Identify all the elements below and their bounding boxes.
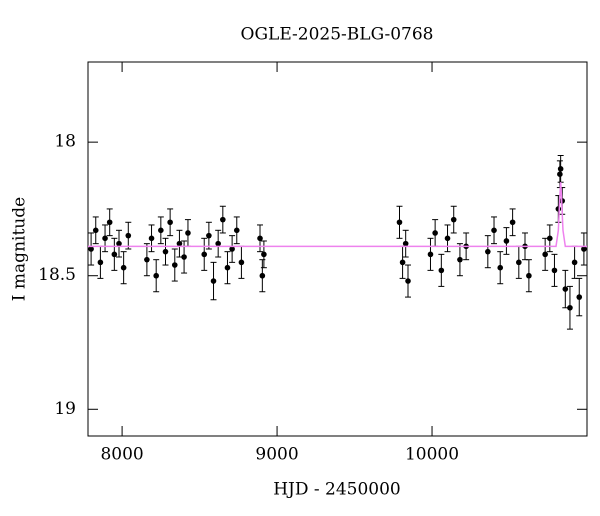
data-point <box>210 278 217 284</box>
data-point <box>497 264 504 271</box>
data-point <box>162 248 169 255</box>
data-point <box>509 219 516 226</box>
data-point <box>526 272 532 279</box>
data-point <box>567 304 573 311</box>
data-point <box>396 219 403 226</box>
data-point <box>148 235 155 242</box>
model-line <box>88 182 587 248</box>
x-tick-label: 10000 <box>405 445 459 465</box>
data-point <box>259 272 266 279</box>
data-point <box>144 256 150 263</box>
x-tick-label: 8000 <box>100 445 143 465</box>
data-point <box>92 227 99 234</box>
data-point <box>176 240 183 247</box>
plot-frame <box>87 61 588 437</box>
data-point <box>450 216 457 223</box>
data-point <box>224 264 231 271</box>
data-point <box>233 227 240 234</box>
data-point <box>485 248 491 255</box>
data-point <box>215 240 221 247</box>
data-point <box>220 216 226 223</box>
data-point <box>555 206 562 212</box>
data-point <box>206 232 212 239</box>
y-tick-label: 18.5 <box>38 265 76 285</box>
data-point <box>261 251 267 258</box>
data-point <box>516 259 522 266</box>
data-point <box>542 251 548 258</box>
data-point <box>551 267 558 274</box>
data-point <box>457 256 463 263</box>
data-point <box>125 232 132 239</box>
data-point <box>444 235 451 242</box>
data-point <box>88 246 94 252</box>
y-tick-label: 18 <box>54 132 76 152</box>
data-point <box>167 219 173 226</box>
data-point <box>562 286 569 292</box>
y-tick-label: 19 <box>54 399 76 419</box>
data-point <box>581 246 587 252</box>
data-point <box>557 166 564 172</box>
data-point <box>405 278 411 284</box>
x-axis-label: HJD - 2450000 <box>273 480 401 500</box>
data-point <box>120 264 127 271</box>
x-tick-label: 9000 <box>255 445 298 465</box>
data-point <box>257 235 263 242</box>
data-point <box>181 254 187 260</box>
data-point <box>185 230 191 236</box>
y-axis-label: I magnitude <box>10 197 30 301</box>
data-point <box>201 251 208 258</box>
data-point <box>503 238 510 244</box>
data-point <box>153 272 159 279</box>
data-point <box>557 171 563 177</box>
data-point <box>491 227 497 234</box>
data-point <box>238 259 245 266</box>
data-point <box>97 259 104 266</box>
data-point <box>438 267 445 274</box>
data-point <box>102 235 108 242</box>
data-point <box>106 219 113 226</box>
data-point <box>402 240 409 247</box>
data-point <box>116 240 122 247</box>
data-point <box>427 251 434 258</box>
data-point <box>571 259 578 266</box>
data-point <box>547 235 553 242</box>
data-point <box>111 251 118 258</box>
data-point <box>432 230 438 236</box>
chart-title: OGLE-2025-BLG-0768 <box>241 25 434 45</box>
data-point <box>229 246 235 252</box>
data-point <box>158 227 164 234</box>
data-point <box>171 262 178 268</box>
data-point <box>399 259 406 266</box>
data-point <box>576 294 583 300</box>
